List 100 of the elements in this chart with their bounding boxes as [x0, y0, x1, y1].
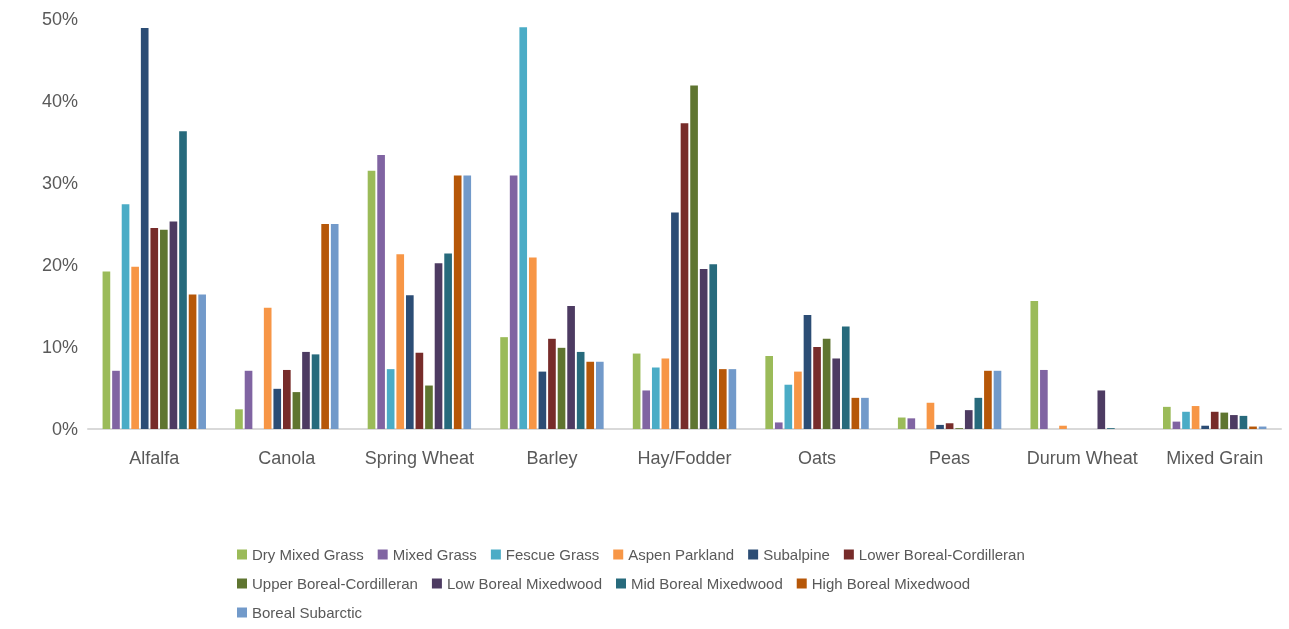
- bar: [964, 410, 973, 429]
- bar: [567, 306, 575, 429]
- bar: [188, 294, 197, 429]
- bar: [453, 175, 462, 429]
- bar: [1040, 369, 1048, 429]
- bar: [548, 338, 556, 429]
- x-tick-label: Spring Wheat: [364, 448, 474, 468]
- bar: [121, 204, 130, 429]
- bar: [528, 257, 537, 429]
- bar: [150, 228, 159, 429]
- bar: [500, 337, 508, 429]
- bar: [861, 397, 869, 429]
- y-tick-label: 0%: [51, 419, 78, 439]
- x-tick-label: Oats: [798, 448, 837, 468]
- bar: [709, 264, 718, 429]
- bar: [321, 224, 329, 429]
- bar: [519, 27, 528, 429]
- x-tick-label: Peas: [929, 448, 971, 468]
- bar: [576, 351, 585, 429]
- bar: [444, 253, 452, 429]
- bar: [794, 371, 802, 429]
- bar: [651, 367, 660, 429]
- bar: [1201, 425, 1209, 429]
- x-tick-label: Alfalfa: [129, 448, 181, 468]
- bar: [386, 369, 395, 429]
- bar: [169, 221, 178, 429]
- bar: [974, 397, 983, 429]
- bar: [718, 369, 727, 429]
- legend-label: Low Boreal Mixedwood: [446, 575, 602, 592]
- y-tick-label: 20%: [41, 255, 78, 275]
- x-tick-label: Durum Wheat: [1026, 448, 1138, 468]
- bar: [102, 271, 111, 429]
- bar: [897, 417, 906, 429]
- x-tick-label: Canola: [258, 448, 317, 468]
- bar: [690, 85, 698, 429]
- bar: [273, 388, 282, 429]
- x-tick-label: Hay/Fodder: [637, 448, 732, 468]
- bar: [851, 397, 860, 429]
- bar: [595, 361, 604, 429]
- bar: [1030, 301, 1039, 429]
- bar: [936, 424, 944, 429]
- bar: [283, 369, 291, 429]
- y-tick-label: 50%: [41, 9, 78, 29]
- bar: [841, 326, 850, 429]
- bar: [415, 352, 424, 429]
- bar: [632, 353, 641, 429]
- bar: [1191, 406, 1200, 429]
- bar: [803, 315, 812, 429]
- legend-label: Aspen Parkland: [628, 546, 735, 563]
- bar: [1220, 412, 1229, 429]
- bar: [112, 370, 120, 429]
- bar: [1182, 411, 1190, 429]
- bar: [302, 351, 310, 429]
- bar: [160, 229, 168, 429]
- bar: [235, 409, 243, 429]
- bar: [263, 307, 272, 429]
- bar: [1210, 411, 1219, 429]
- bar: [813, 347, 821, 429]
- legend-label: Upper Boreal-Cordilleran: [252, 575, 418, 592]
- legend-label: Fescue Grass: [505, 546, 600, 563]
- bar: [945, 423, 954, 429]
- bar: [405, 295, 414, 429]
- bar: [699, 269, 708, 429]
- bar: [367, 170, 376, 429]
- bar: [377, 155, 385, 429]
- bar: [765, 356, 774, 429]
- x-tick-label: Mixed Grain: [1166, 448, 1264, 468]
- bar: [557, 347, 566, 429]
- bar: [292, 392, 301, 429]
- bar: [728, 369, 737, 429]
- bar: [926, 402, 935, 429]
- bar: [198, 294, 206, 429]
- legend-label: Boreal Subarctic: [252, 604, 363, 621]
- bar: [661, 358, 670, 429]
- bar: [1097, 390, 1106, 429]
- bar: [140, 28, 149, 429]
- bar: [984, 370, 992, 429]
- bar: [1059, 425, 1067, 429]
- bar: [832, 358, 841, 429]
- bar: [1163, 406, 1171, 429]
- bar: [642, 390, 651, 429]
- y-tick-label: 10%: [41, 337, 78, 357]
- bar: [680, 123, 689, 429]
- y-tick-label: 30%: [41, 173, 78, 193]
- bar: [586, 361, 595, 429]
- bar: [179, 131, 187, 429]
- bar: [463, 175, 472, 429]
- bar: [425, 385, 433, 429]
- legend-label: Mixed Grass: [392, 546, 477, 563]
- bar: [1239, 415, 1248, 429]
- bar: [538, 371, 547, 429]
- legend-label: Subalpine: [763, 546, 830, 563]
- legend-label: Dry Mixed Grass: [252, 546, 364, 563]
- legend-label: Lower Boreal-Cordilleran: [858, 546, 1025, 563]
- bar: [671, 212, 679, 429]
- bar: [396, 254, 405, 429]
- bar: [244, 370, 253, 429]
- legend-label: Mid Boreal Mixedwood: [630, 575, 783, 592]
- legend-label: High Boreal Mixedwood: [811, 575, 971, 592]
- bar: [311, 354, 320, 429]
